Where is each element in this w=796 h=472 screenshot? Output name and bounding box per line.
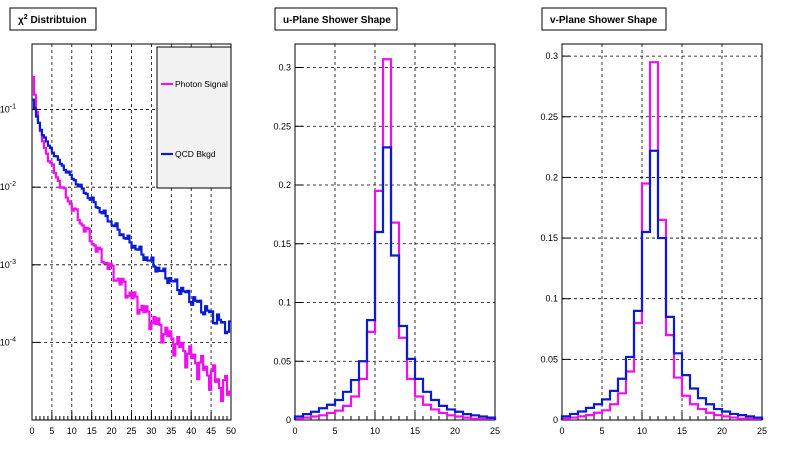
x-tick-label: 15 — [410, 426, 420, 436]
series-background-line — [560, 149, 764, 420]
x-tick-label: 15 — [87, 426, 97, 436]
legend-label: Photon Signal — [175, 79, 228, 89]
x-tick-label: 30 — [146, 426, 156, 436]
x-tick-label: 25 — [126, 426, 136, 436]
x-tick-label: 20 — [450, 426, 460, 436]
x-tick-label: 0 — [292, 426, 297, 436]
x-tick-label: 0 — [29, 426, 34, 436]
series-signal-line — [560, 61, 764, 420]
y-tick-label: 10-4 — [0, 336, 16, 347]
legend-label: QCD Bkgd — [175, 149, 216, 159]
x-tick-label: 20 — [717, 426, 727, 436]
legend-box — [156, 46, 232, 189]
x-tick-label: 20 — [107, 426, 117, 436]
y-tick-label: 0.3 — [278, 63, 291, 73]
series-photon-signal-line — [32, 76, 231, 403]
chi2-distribution-panel: χ2 Distribtuion 0 5 10 15 20 25 30 35 40 45 50 10-1 1… — [0, 7, 236, 436]
y-tick-label: 0.15 — [273, 239, 291, 249]
y-tick-label: 10-1 — [0, 104, 16, 115]
x-tick-label: 40 — [186, 426, 196, 436]
v-plane-panel: v-Plane Shower Shape 0 5 10 15 20 25 0 0.05 0.1 0.… — [540, 7, 767, 436]
chart-title: v-Plane Shower Shape — [550, 15, 658, 26]
y-tick-label: 0.25 — [273, 121, 291, 131]
x-tick-label: 10 — [370, 426, 380, 436]
y-tick-label: 0.2 — [278, 180, 291, 190]
plot-frame — [294, 43, 496, 421]
x-tick-label: 5 — [49, 426, 54, 436]
x-tick-label: 35 — [166, 426, 176, 436]
x-tick-label: 10 — [67, 426, 77, 436]
x-tick-label: 10 — [637, 426, 647, 436]
y-tick-label: 0 — [286, 415, 291, 425]
y-tick-label: 0.1 — [545, 294, 558, 304]
y-tick-label: 10-2 — [0, 181, 16, 192]
y-tick-label: 0.1 — [278, 298, 291, 308]
y-tick-label: 0.2 — [545, 172, 558, 182]
y-tick-label: 0 — [553, 415, 558, 425]
series-background-line — [293, 146, 497, 420]
chart-title: u-Plane Shower Shape — [283, 15, 391, 26]
y-tick-label: 0.25 — [540, 112, 558, 122]
x-tick-label: 0 — [559, 426, 564, 436]
series-qcd-bkgd-line — [32, 98, 231, 335]
chart-title-box — [274, 7, 398, 31]
x-tick-label: 50 — [226, 426, 236, 436]
y-tick-label: 0.05 — [273, 356, 291, 366]
chart-title-box — [9, 7, 97, 31]
y-tick-label: 0.3 — [545, 51, 558, 61]
x-tick-label: 15 — [677, 426, 687, 436]
x-tick-label: 25 — [757, 426, 767, 436]
y-tick-label: 10-3 — [0, 259, 16, 270]
x-tick-label: 5 — [599, 426, 604, 436]
x-tick-label: 5 — [332, 426, 337, 436]
chart-title: χ2 Distribtuion — [18, 14, 87, 26]
x-tick-label: 25 — [490, 426, 500, 436]
y-tick-label: 0.05 — [540, 354, 558, 364]
series-signal-line — [293, 58, 497, 420]
plot-frame — [561, 43, 763, 421]
x-tick-label: 45 — [206, 426, 216, 436]
y-tick-label: 0.15 — [540, 233, 558, 243]
chart-title-box — [541, 7, 667, 31]
u-plane-panel: u-Plane Shower Shape 0 5 10 15 20 25 0 0.05 0.1 0.… — [273, 7, 500, 436]
